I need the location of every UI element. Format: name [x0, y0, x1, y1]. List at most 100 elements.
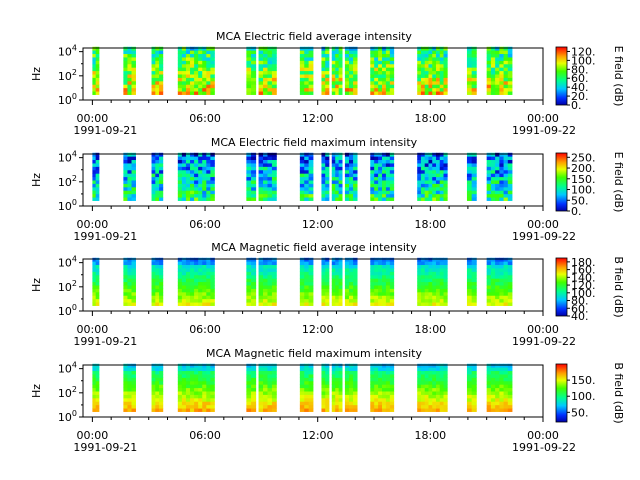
data-segment — [123, 257, 136, 306]
colorbar-tick-label: 200. — [571, 162, 596, 175]
data-segment — [92, 152, 100, 201]
y-tick-label: 104 — [58, 44, 77, 59]
x-tick-label: 00:00 — [527, 112, 559, 125]
x-tick-label: 12:00 — [302, 218, 334, 231]
panel-3: MCA Magnetic field average intensity 100 1… — [30, 241, 625, 348]
data-segment — [331, 257, 343, 306]
data-segment — [258, 46, 277, 95]
colorbar-tick-label: 100. — [571, 390, 596, 403]
colorbar-tick-label: 50. — [571, 194, 589, 207]
y-axis-label: Hz — [30, 384, 43, 398]
y-tick-label: 100 — [58, 409, 77, 424]
data-segment — [92, 257, 100, 306]
data-segment — [246, 152, 257, 201]
colorbar-tick-label: 100. — [571, 287, 596, 300]
data-segment — [177, 46, 215, 95]
data-segment — [92, 46, 100, 95]
x-tick-label: 00:00 — [527, 218, 559, 231]
colorbar-tick-label: 60. — [571, 72, 589, 85]
plot-frame — [82, 47, 544, 101]
data-segment — [370, 152, 395, 201]
panel-title: MCA Electric field average intensity — [216, 30, 412, 43]
data-segment — [417, 46, 448, 95]
data-segment — [151, 152, 164, 201]
x-date-label: 1991-09-21 — [73, 124, 137, 137]
colorbar-label: B field (dB) — [612, 362, 625, 423]
y-tick-label: 104 — [58, 361, 77, 376]
data-segment — [331, 46, 343, 95]
data-segment — [92, 363, 100, 412]
data-segment — [177, 152, 215, 201]
data-segment — [466, 363, 477, 412]
y-tick-label: 102 — [58, 68, 77, 83]
spectrogram — [92, 257, 513, 306]
data-segment — [123, 363, 136, 412]
data-segment — [466, 46, 477, 95]
data-segment — [331, 152, 343, 201]
x-tick-label: 12:00 — [302, 323, 334, 336]
data-segment — [123, 46, 136, 95]
colorbar-tick-label: 80. — [571, 295, 589, 308]
spectrogram — [92, 152, 513, 201]
panel-4: MCA Magnetic field maximum intensity 100 1… — [30, 347, 625, 454]
data-segment — [258, 152, 277, 201]
plot-frame — [82, 364, 544, 418]
colorbar-tick-label: 150. — [571, 374, 596, 387]
x-date-label: 1991-09-21 — [73, 335, 137, 348]
y-axis-label: Hz — [30, 173, 43, 187]
colorbar-tick-label: 0. — [571, 99, 582, 112]
data-segment — [177, 257, 215, 306]
data-segment — [246, 363, 257, 412]
colorbar-tick-label: 100. — [571, 54, 596, 67]
data-segment — [486, 257, 513, 306]
data-segment — [177, 363, 215, 412]
x-date-label: 1991-09-22 — [512, 441, 576, 454]
y-tick-label: 102 — [58, 279, 77, 294]
colorbar-tick-label: 60. — [571, 302, 589, 315]
panel-title: MCA Electric field maximum intensity — [211, 136, 418, 149]
data-segment — [344, 363, 358, 412]
data-segment — [486, 152, 513, 201]
spectrogram — [92, 46, 513, 95]
y-tick-label: 102 — [58, 174, 77, 189]
data-segment — [321, 152, 330, 201]
x-tick-label: 06:00 — [189, 429, 221, 442]
data-segment — [151, 363, 164, 412]
data-segment — [331, 363, 343, 412]
colorbar-tick-label: 140. — [571, 271, 596, 284]
data-segment — [370, 257, 395, 306]
y-tick-label: 104 — [58, 150, 77, 165]
x-tick-label: 00:00 — [77, 429, 109, 442]
colorbar-tick-label: 40. — [571, 310, 589, 323]
colorbar-tick-label: 120. — [571, 45, 596, 58]
data-segment — [344, 46, 358, 95]
x-date-label: 1991-09-22 — [512, 124, 576, 137]
data-segment — [321, 46, 330, 95]
x-date-label: 1991-09-22 — [512, 335, 576, 348]
data-segment — [486, 46, 513, 95]
panel-title: MCA Magnetic field maximum intensity — [206, 347, 422, 360]
x-tick-label: 06:00 — [189, 112, 221, 125]
colorbar-tick-label: 150. — [571, 173, 596, 186]
data-segment — [417, 363, 448, 412]
plot-frame — [82, 258, 544, 312]
x-tick-label: 00:00 — [77, 112, 109, 125]
x-tick-label: 00:00 — [527, 323, 559, 336]
data-segment — [299, 152, 314, 201]
y-tick-label: 102 — [58, 385, 77, 400]
x-tick-label: 18:00 — [414, 323, 446, 336]
colorbar-tick-label: 0. — [571, 205, 582, 218]
x-tick-label: 06:00 — [189, 218, 221, 231]
data-segment — [466, 152, 477, 201]
x-tick-label: 00:00 — [77, 218, 109, 231]
x-tick-label: 12:00 — [302, 429, 334, 442]
spectrogram — [92, 363, 513, 412]
data-segment — [258, 363, 277, 412]
colorbar — [555, 363, 568, 423]
colorbar-tick-label: 80. — [571, 63, 589, 76]
x-date-label: 1991-09-21 — [73, 230, 137, 243]
y-tick-label: 100 — [58, 303, 77, 318]
x-tick-label: 18:00 — [414, 429, 446, 442]
data-segment — [344, 152, 358, 201]
